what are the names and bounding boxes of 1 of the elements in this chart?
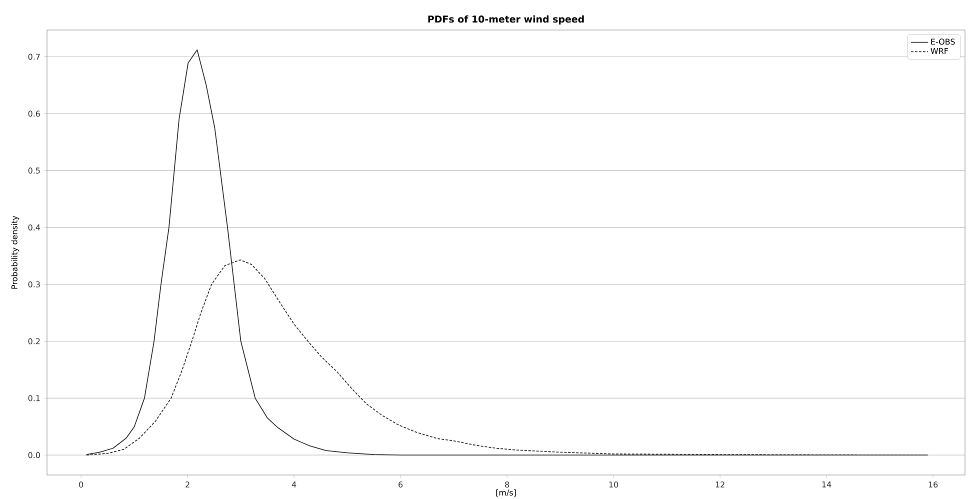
chart-title: PDFs of 10-meter wind speed [428, 15, 584, 24]
